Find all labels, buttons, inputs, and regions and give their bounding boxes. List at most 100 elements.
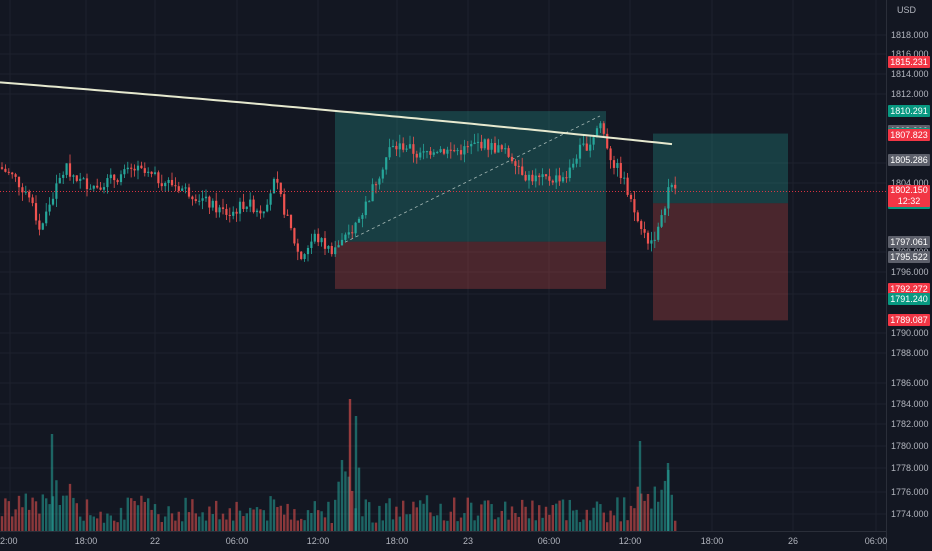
volume-bar <box>623 497 626 531</box>
volume-bar <box>58 505 61 531</box>
volume-bar <box>296 520 299 531</box>
price-tick-label: 1818.000 <box>891 30 929 40</box>
candle-body <box>544 174 548 177</box>
candle-body <box>395 145 398 150</box>
candle-body <box>415 153 418 158</box>
candle-body <box>34 203 38 221</box>
candle-body <box>96 185 99 188</box>
volume-bar <box>82 520 85 531</box>
candle-body <box>221 207 225 209</box>
volume-bar <box>181 521 184 531</box>
candle-body <box>371 184 374 202</box>
volume-bar <box>422 503 425 531</box>
candle-body <box>398 143 401 150</box>
price-tag: 1795.522 <box>888 250 930 263</box>
candle-body <box>493 143 497 153</box>
ma-line <box>0 81 673 146</box>
candle-body <box>249 199 252 207</box>
volume-bar <box>272 499 276 531</box>
candle-body <box>378 178 381 185</box>
candle-body <box>609 148 612 161</box>
price-axis[interactable]: USD 1818.0001816.0001814.0001812.0001806… <box>886 0 932 550</box>
volume-bar <box>521 499 524 531</box>
candle-body <box>28 191 31 198</box>
candle-body <box>68 163 72 177</box>
candle-body <box>357 218 361 223</box>
volume-bar <box>293 509 296 531</box>
candle-body <box>667 187 670 209</box>
volume-bar <box>133 500 136 531</box>
candle-body <box>541 174 544 178</box>
volume-bar <box>408 514 412 531</box>
volume-bar <box>337 481 340 531</box>
volume-bar <box>306 510 310 531</box>
candle-body <box>374 184 378 186</box>
volume-bar <box>650 508 653 531</box>
candle-body <box>385 157 388 170</box>
stop-loss-zone <box>653 203 788 321</box>
volume-bar <box>432 516 435 531</box>
volume-bar <box>599 504 602 531</box>
candle-body <box>660 215 663 227</box>
volume-bar <box>21 507 24 531</box>
time-label: 23 <box>462 536 474 546</box>
price-tick-label: 1814.000 <box>891 69 929 79</box>
candle-body <box>133 168 136 171</box>
candle-body <box>347 232 350 235</box>
volume-bar <box>317 510 320 531</box>
volume-bar <box>130 498 133 531</box>
volume-bar <box>11 516 14 531</box>
candle-body <box>504 148 507 150</box>
time-label: 2:00 <box>0 536 18 546</box>
volume-bar <box>276 507 279 531</box>
candle-body <box>286 214 289 216</box>
candle-body <box>218 207 221 213</box>
candle-body <box>432 152 435 155</box>
candle-body <box>599 123 602 129</box>
volume-bar <box>96 518 99 531</box>
candle-body <box>259 210 262 214</box>
candle-body <box>89 188 92 190</box>
candle-body <box>391 145 395 148</box>
position-tools[interactable] <box>335 111 788 321</box>
volume-bar <box>31 497 34 531</box>
candle-body <box>429 151 432 155</box>
candle-body <box>555 175 558 183</box>
volume-bar <box>459 517 463 531</box>
time-label: 12:00 <box>306 536 330 546</box>
candle-body <box>466 146 469 148</box>
time-axis[interactable]: 2:00 18:00 22 06:00 12:00 18:00 23 06:00 12:00 18… <box>0 531 887 551</box>
candle-body <box>653 239 656 241</box>
price-tick-label: 1816.000 <box>891 49 929 59</box>
candle-body <box>150 171 153 174</box>
volume-bar <box>245 513 248 531</box>
chart-plot-area[interactable] <box>0 0 886 531</box>
volume-bar <box>208 506 211 531</box>
candle-body <box>453 150 456 152</box>
candle-body <box>408 144 412 149</box>
candle-body <box>364 201 367 216</box>
volume-bar <box>449 511 452 531</box>
candle-body <box>279 182 282 195</box>
candle-body <box>497 145 500 153</box>
volume-bar <box>157 514 160 531</box>
candle-body <box>38 220 41 230</box>
volume-bar <box>41 494 44 531</box>
candle-body <box>235 211 238 214</box>
volume-bar <box>548 514 551 531</box>
candle-body <box>670 184 673 188</box>
candle-body <box>646 232 650 244</box>
time-label: 06:00 <box>225 536 249 546</box>
candle-body <box>531 174 534 182</box>
volume-bar <box>412 501 415 531</box>
candle-body <box>4 168 7 172</box>
candle-body <box>534 175 537 182</box>
candle-body <box>463 146 466 155</box>
candle-body <box>487 139 490 150</box>
candle-body <box>585 143 588 151</box>
volume-bar <box>313 501 316 531</box>
price-tick-label: 1782.000 <box>891 419 929 429</box>
volume-bar <box>466 497 469 531</box>
volume-bar <box>198 516 201 531</box>
